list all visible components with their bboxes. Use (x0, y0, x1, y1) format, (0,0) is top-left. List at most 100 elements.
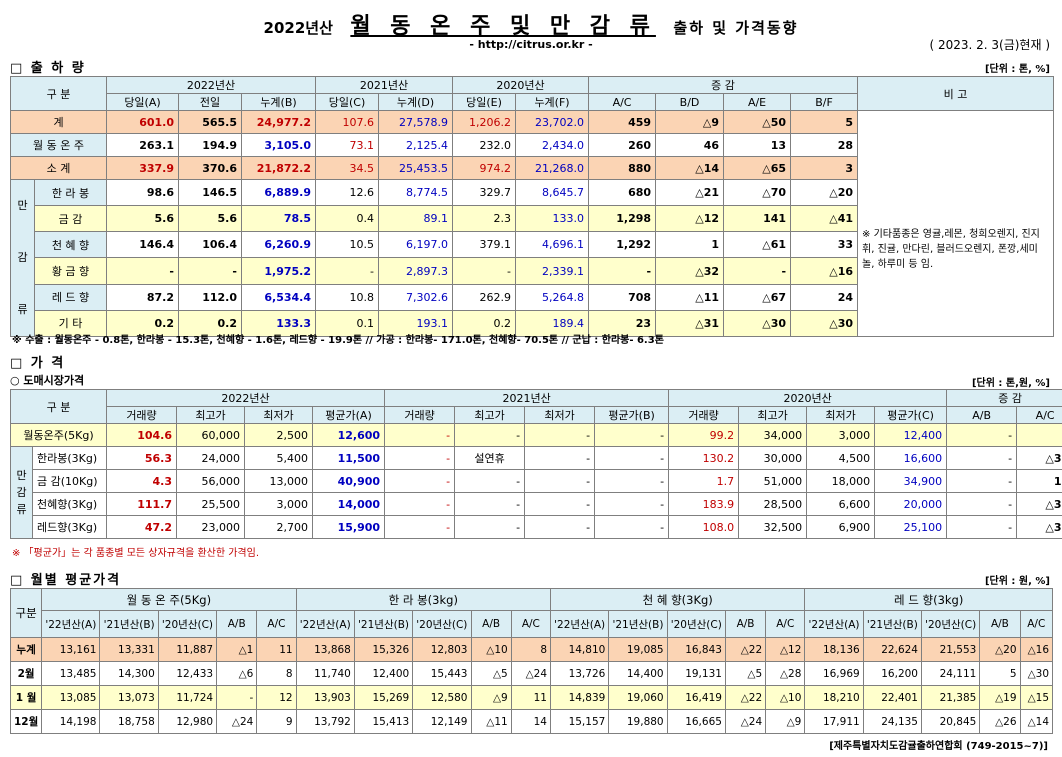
cell: 2,339.1 (515, 257, 590, 285)
cell: 15,326 (353, 637, 414, 662)
cell: 24,111 (920, 661, 981, 686)
cell: 108.0 (668, 515, 740, 539)
cell: △14 (1019, 709, 1054, 734)
col-header: A/B (470, 610, 512, 638)
cell: 21,385 (920, 685, 981, 710)
cell: 25,453.5 (377, 156, 454, 180)
cell: △14 (655, 156, 725, 180)
cell: △5 (470, 661, 512, 686)
cell: △1 (216, 637, 258, 662)
row-label: 금 감 (34, 205, 107, 233)
cell: 13,161 (41, 637, 101, 662)
cell: △12 (655, 205, 725, 233)
cell: 193.1 (377, 309, 454, 338)
cell: 880 (588, 156, 657, 180)
col-header-category: 구 분 (10, 389, 107, 424)
col-header-change: 증 감 (946, 389, 1062, 407)
col-header: A/C (1016, 406, 1062, 424)
col-header: A/B (979, 610, 1021, 638)
cell: 47.2 (106, 515, 177, 539)
cell: 680 (588, 178, 657, 207)
cell: 60,000 (176, 423, 245, 447)
remark-cell: ※ 기타품종은 영귤,레몬, 청희오렌지, 진지휘, 진귤, 만다린, 블러드오… (857, 110, 1055, 337)
group-header: 레 드 향(3kg) (804, 588, 1053, 611)
cell: 51,000 (738, 469, 808, 493)
col-header: A/C (588, 93, 657, 111)
row-label: 누계 (9, 637, 43, 662)
cell: △26 (979, 709, 1021, 734)
col-header: '20년산(C) (920, 610, 981, 638)
cell: - (384, 469, 456, 493)
cell: - (452, 257, 517, 285)
cell: 5 (790, 110, 859, 134)
cell: 28,500 (738, 492, 808, 516)
cell: - (594, 446, 670, 470)
cell: 5 (979, 661, 1021, 686)
cell: 15,413 (353, 709, 414, 734)
col-header: '20년산(C) (412, 610, 472, 638)
cell: 23 (588, 309, 657, 338)
cell: 2,125.4 (377, 133, 454, 157)
cell: - (524, 446, 596, 470)
cell: 4,696.1 (515, 231, 590, 259)
cell: 33 (790, 231, 859, 259)
cell: △24 (724, 709, 767, 734)
cell: 13,903 (295, 685, 355, 710)
cell: 18,136 (804, 637, 864, 662)
title-main: 월 동 온 주 및 만 감 류 (350, 14, 656, 39)
title-area: 2022년산 월 동 온 주 및 만 감 류 출하 및 가격동향 - http:… (0, 0, 1062, 60)
col-header: '22년산(A) (41, 610, 101, 638)
cell: 133.0 (515, 205, 590, 233)
cell: 13,868 (295, 637, 355, 662)
cell: 14 (510, 709, 552, 734)
cell: 565.5 (178, 110, 242, 134)
cell: 12,433 (157, 661, 218, 686)
cell: 19,880 (608, 709, 668, 734)
cell: 6,900 (806, 515, 876, 539)
table-row: 만 감 류 한 라 봉 98.6 146.5 6,889.9 12.6 8,77… (10, 178, 1054, 337)
cell: 2,500 (244, 423, 313, 447)
col-header-2021: 2021년산 (384, 389, 670, 407)
col-header: A/E (723, 93, 792, 111)
cell: 708 (588, 283, 657, 311)
cell: 379.1 (452, 231, 517, 259)
cell: - (594, 469, 670, 493)
col-header-category: 구분 (9, 588, 43, 638)
cell: 87.2 (106, 283, 179, 311)
col-header: 평균가(C) (874, 406, 948, 424)
cell: 2,434.0 (515, 133, 590, 157)
cell: △28 (765, 661, 806, 686)
cell: △37 (1016, 515, 1062, 539)
cell: 3,000 (806, 423, 876, 447)
group-label-mangam: 만 감 류 (10, 179, 35, 337)
cell: 2,700 (244, 515, 313, 539)
price-unit: [단위 : 톤,원, %] (971, 378, 1050, 389)
cell: 3,000 (244, 492, 313, 516)
cell: 73.1 (315, 133, 379, 157)
col-header: 당일(A) (106, 93, 179, 111)
cell: △9 (765, 709, 806, 734)
row-label: 레 드 향 (34, 283, 107, 311)
cell: - (946, 492, 1018, 516)
cell: △11 (470, 709, 512, 734)
cell: 329.7 (452, 178, 517, 207)
cell: 34.5 (315, 156, 379, 180)
cell: △10 (765, 685, 806, 710)
cell: 20,845 (920, 709, 981, 734)
row-label: 1 월 (9, 685, 43, 710)
col-header: 거래량 (668, 406, 740, 424)
cell: 263.1 (106, 133, 179, 157)
col-header: 누계(F) (515, 93, 590, 111)
cell: △24 (510, 661, 552, 686)
cell: 6,260.9 (241, 231, 316, 259)
cell: 11 (510, 685, 552, 710)
table-row: 누계 13,161 13,331 11,887 △1 11 13,868 15,… (9, 637, 1054, 662)
col-header-2021: 2021년산 (314, 76, 454, 94)
cell: - (178, 257, 242, 285)
col-header: A/C (510, 610, 552, 638)
cell: 21,553 (920, 637, 981, 662)
cell: 141 (723, 205, 792, 233)
cell: 130.2 (668, 446, 740, 470)
footer-source: [제주특별자치도감귤출하연합회 (749-2015~7)] (829, 741, 1048, 752)
cell: 24,135 (862, 709, 923, 734)
